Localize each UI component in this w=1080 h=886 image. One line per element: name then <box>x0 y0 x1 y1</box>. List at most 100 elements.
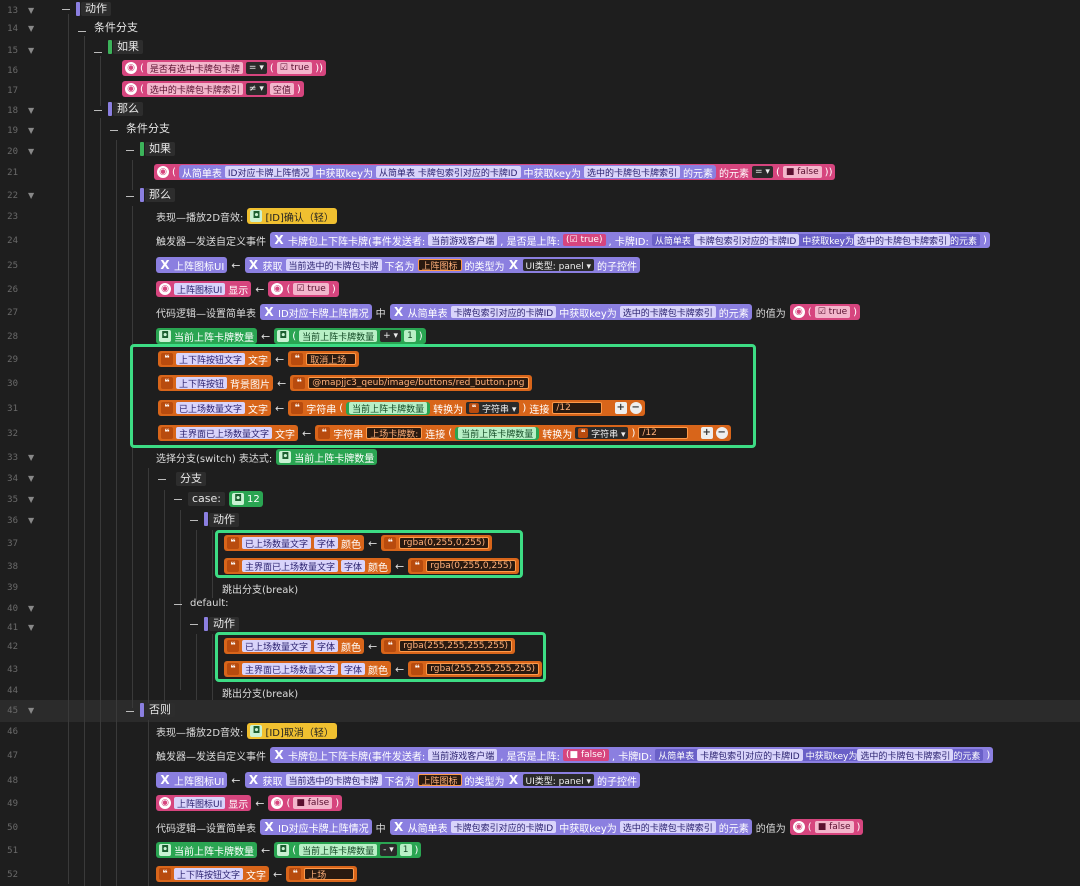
node-branch[interactable]: 分支 <box>176 472 206 486</box>
fold-chevron-icon[interactable]: ▼ <box>28 24 35 33</box>
node-then[interactable]: 那么 <box>113 102 143 116</box>
line-number: 22 <box>7 191 18 201</box>
stmt-32[interactable]: ❝ 主界面已上场数量文字 文字 ← ❝ 字符串 上场卡牌数: 连接(当前上阵卡牌数量 转换为… <box>158 423 731 443</box>
editor-row: 25 <box>0 255 1080 277</box>
editor-row: 46 <box>0 721 1080 743</box>
line-number: 32 <box>7 429 18 439</box>
tree-guide <box>164 490 165 702</box>
line-number: 37 <box>7 539 18 549</box>
editor-row: 43 <box>0 659 1080 681</box>
stmt-26[interactable]: ◉ 上阵图标UI 显示 ← ◉(☑ true) <box>156 279 339 299</box>
editor-row: 22 ▼ <box>0 185 1080 207</box>
node-if[interactable]: 如果 <box>145 142 175 156</box>
stmt-52[interactable]: ❝ 上下阵按钮文字 文字 ← ❝ 上场 <box>156 864 358 884</box>
node-action[interactable]: 动作 <box>81 2 111 16</box>
stmt-50[interactable]: 代码逻辑—设置简单表 𝗫 ID对应卡牌上阵情况 中 𝗫 从简单表 卡牌包索引对应的卡牌… <box>156 817 864 837</box>
stmt-24[interactable]: 触发器—发送自定义事件 𝗫 卡牌包上下阵卡牌(事件发送者: 当前游戏客户端, 是否是… <box>156 230 990 250</box>
stmt-42[interactable]: ❝ 已上场数量文字 字体 颜色 ← ❝ rgba(255,255,255,255) <box>224 636 516 656</box>
editor-row: 40 ▼ <box>0 598 1080 620</box>
break-44[interactable]: 跳出分支(break) <box>222 689 299 700</box>
line-number: 20 <box>7 147 18 157</box>
line-number: 18 <box>7 106 18 116</box>
tree-guide <box>196 530 197 600</box>
node-cond-branch[interactable]: 条件分支 <box>94 21 138 34</box>
editor-row: 21 <box>0 162 1080 184</box>
fold-chevron-icon[interactable]: ▼ <box>28 191 35 200</box>
fold-chevron-icon[interactable]: ▼ <box>28 453 35 462</box>
line-number: 35 <box>7 495 18 505</box>
stmt-23[interactable]: 表现—播放2D音效: ◘ [ID]确认（轻） <box>156 206 337 226</box>
line-number: 13 <box>7 6 18 16</box>
node-cond-branch[interactable]: 条件分支 <box>126 122 170 135</box>
line-number: 30 <box>7 379 18 389</box>
editor-row: 44 <box>0 680 1080 702</box>
line-number: 21 <box>7 168 18 178</box>
line-number: 36 <box>7 516 18 526</box>
line-number: 44 <box>7 686 18 696</box>
checkbox-icon[interactable]: ☑ <box>279 63 288 73</box>
editor-row: 15 ▼ <box>0 40 1080 62</box>
stmt-29[interactable]: ❝ 上下阵按钮文字 文字 ← ❝ 取消上场 <box>158 349 360 369</box>
stmt-38[interactable]: ❝ 主界面已上场数量文字 字体 颜色 ← ❝ rgba(0,255,0,255) <box>224 556 520 576</box>
add-icon[interactable]: + <box>614 402 627 414</box>
editor-row: 13 ▼ <box>0 0 1080 22</box>
add-icon[interactable]: + <box>700 427 713 439</box>
stmt-28[interactable]: ◘ 当前上阵卡牌数量 ← ◘(当前上阵卡牌数量 + ▾ 1) <box>156 326 426 346</box>
line-number: 28 <box>7 332 18 342</box>
stmt-31[interactable]: ❝ 已上场数量文字 文字 ← ❝ 字符串(当前上阵卡牌数量 转换为 ❝ 字符串 ▾) 连接 /… <box>158 398 645 418</box>
stmt-47[interactable]: 触发器—发送自定义事件 𝗫 卡牌包上下阵卡牌(事件发送者: 当前游戏客户端, 是否是… <box>156 745 994 765</box>
node-if[interactable]: 如果 <box>113 40 143 54</box>
node-else[interactable]: 否则 <box>145 703 175 717</box>
stmt-33[interactable]: 选择分支(switch) 表达式: ◘ 当前上阵卡牌数量 <box>156 447 378 467</box>
fold-chevron-icon[interactable]: ▼ <box>28 623 35 632</box>
stmt-27[interactable]: 代码逻辑—设置简单表 𝗫 ID对应卡牌上阵情况 中 𝗫 从简单表 卡牌包索引对应的卡牌… <box>156 302 861 322</box>
line-number: 24 <box>7 236 18 246</box>
editor-row: 34 ▼ <box>0 468 1080 490</box>
fold-chevron-icon[interactable]: ▼ <box>28 495 35 504</box>
tree-guide <box>132 206 133 708</box>
break-39[interactable]: 跳出分支(break) <box>222 585 299 596</box>
node-action[interactable]: 动作 <box>209 513 239 527</box>
fold-chevron-icon[interactable]: ▼ <box>28 147 35 156</box>
editor-row: 52 <box>0 864 1080 886</box>
stmt-48[interactable]: 𝗫 上阵图标UI ← 𝗫 获取 当前选中的卡牌包卡牌 下名为 上阵图标 的类型为 𝗫 UI类型:… <box>156 770 641 790</box>
line-number: 34 <box>7 474 18 484</box>
fold-chevron-icon[interactable]: ▼ <box>28 6 35 15</box>
stmt-49[interactable]: ◉ 上阵图标UI 显示 ← ◉(■ false) <box>156 793 343 813</box>
fold-chevron-icon[interactable]: ▼ <box>28 706 35 715</box>
condition-21[interactable]: ◉(从简单表 ID对应卡牌上阵情况 中获取key为 从简单表 卡牌包索引对应的卡牌ID… <box>154 162 836 182</box>
tree-guide <box>100 118 101 886</box>
case-35[interactable]: case: ◘ 12 <box>188 489 263 509</box>
fold-chevron-icon[interactable]: ▼ <box>28 604 35 613</box>
stmt-25[interactable]: 𝗫 上阵图标UI ← 𝗫 获取 当前选中的卡牌包卡牌 下名为 上阵图标 的类型为 𝗫 UI类型:… <box>156 255 641 275</box>
editor-row: 17 <box>0 80 1080 102</box>
camera-icon: ◘ <box>250 210 263 222</box>
editor-row: 23 <box>0 206 1080 228</box>
tree-guide <box>212 530 213 598</box>
line-number: 41 <box>7 623 18 633</box>
remove-icon[interactable]: − <box>715 427 728 439</box>
stmt-30[interactable]: ❝ 上下阵按钮 背景图片 ← ❝ @mapjjc3_qeub/image/button… <box>158 373 532 393</box>
stmt-46[interactable]: 表现—播放2D音效: ◘ [ID]取消（轻） <box>156 721 337 741</box>
node-default[interactable]: default: <box>190 598 229 609</box>
fold-chevron-icon[interactable]: ▼ <box>28 474 35 483</box>
line-number: 25 <box>7 261 18 271</box>
stmt-37[interactable]: ❝ 已上场数量文字 字体 颜色 ← ❝ rgba(0,255,0,255) <box>224 533 493 553</box>
condition-17[interactable]: ◉(选中的卡牌包卡牌索引 ≠ ▾ 空值) <box>122 79 304 99</box>
editor-row: 18 ▼ <box>0 100 1080 122</box>
line-number: 45 <box>7 706 18 716</box>
editor-row: 20 ▼ <box>0 141 1080 163</box>
condition-16[interactable]: ◉(是否有选中卡牌包卡牌 = ▾(☑ true)) <box>122 58 326 78</box>
fold-chevron-icon[interactable]: ▼ <box>28 126 35 135</box>
fold-chevron-icon[interactable]: ▼ <box>28 46 35 55</box>
tree-guide <box>148 720 149 886</box>
node-action[interactable]: 动作 <box>209 617 239 631</box>
node-then[interactable]: 那么 <box>145 188 175 202</box>
remove-icon[interactable]: − <box>629 402 642 414</box>
fold-chevron-icon[interactable]: ▼ <box>28 106 35 115</box>
fold-chevron-icon[interactable]: ▼ <box>28 516 35 525</box>
line-number: 46 <box>7 727 18 737</box>
line-number: 27 <box>7 308 18 318</box>
stmt-43[interactable]: ❝ 主界面已上场数量文字 字体 颜色 ← ❝ rgba(255,255,255,255) <box>224 659 543 679</box>
stmt-51[interactable]: ◘ 当前上阵卡牌数量 ← ◘(当前上阵卡牌数量 - ▾ 1) <box>156 840 422 860</box>
